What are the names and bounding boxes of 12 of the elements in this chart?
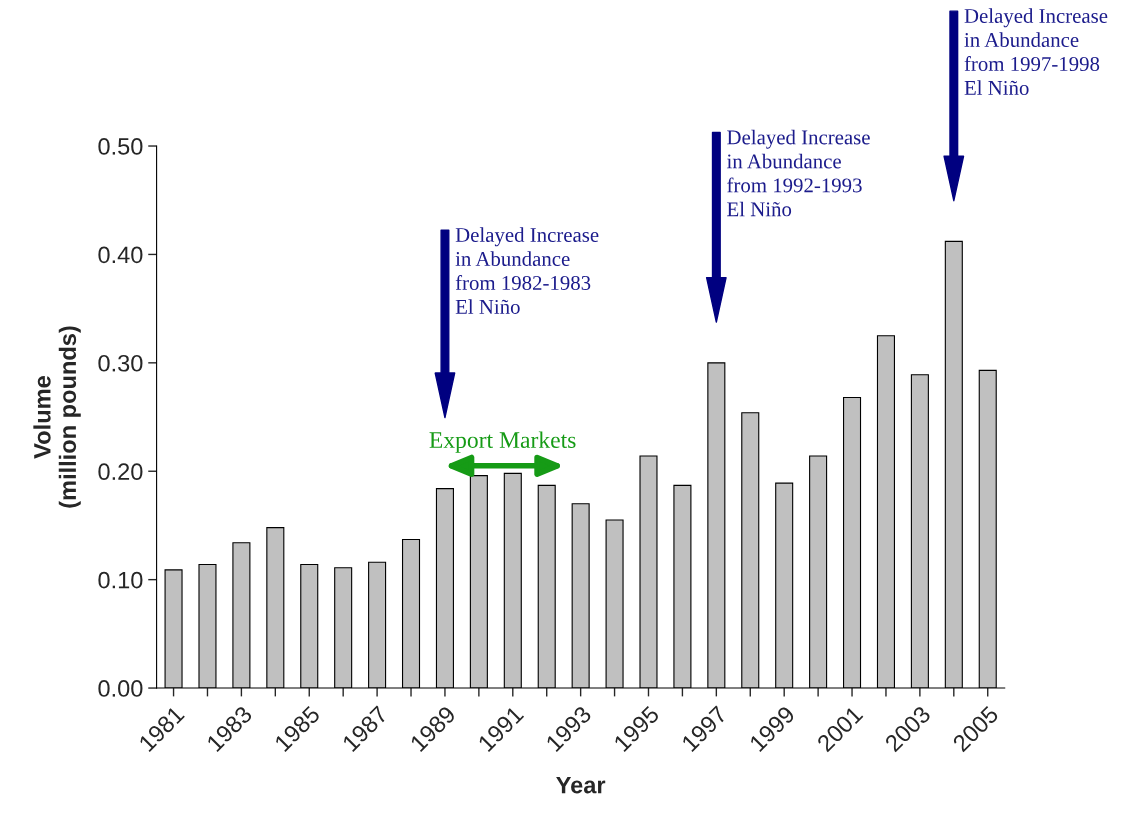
text: Delayed Increase in Abundance from 1997-1998 El Niño (964, 8, 1108, 95)
y-tick-label: 0.30 (98, 354, 143, 372)
y-tick-label: 0.00 (98, 680, 143, 697)
y-tick-label: 0.20 (98, 463, 143, 481)
y-tick-label: 0.10 (98, 571, 143, 589)
annotation: Delayed Increase in Abundance from 1982-1983 El Niño (455, 227, 599, 314)
y-tick-label: 0.40 (98, 246, 143, 264)
y-axis-title: Volume (million pounds) (33, 326, 81, 508)
annotation: Export Markets (429, 431, 576, 453)
y-tick-label: 0.50 (98, 138, 143, 155)
x-axis-title: Year (556, 776, 606, 794)
annotation: Delayed Increase in Abundance from 1992-1993 El Niño (726, 129, 870, 217)
